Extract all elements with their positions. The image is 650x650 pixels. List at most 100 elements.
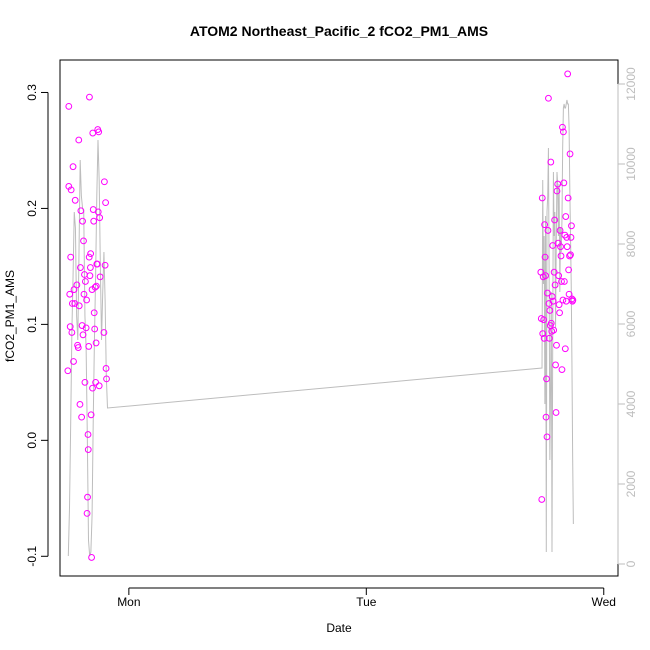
- y2-tick-label: 0: [624, 560, 638, 567]
- data-point: [92, 378, 100, 386]
- data-point: [75, 302, 83, 310]
- data-point: [559, 123, 566, 131]
- data-point: [558, 366, 566, 374]
- data-point: [81, 378, 89, 386]
- data-point: [92, 282, 100, 290]
- data-point: [101, 178, 108, 186]
- data-point: [91, 283, 99, 291]
- data-point: [539, 330, 547, 338]
- data-point: [82, 278, 89, 285]
- data-point: [566, 150, 574, 158]
- data-point: [83, 296, 90, 304]
- data-point: [545, 334, 553, 342]
- data-point: [561, 345, 569, 353]
- data-point: [69, 163, 77, 171]
- data-point: [544, 227, 552, 234]
- data-point: [77, 207, 85, 215]
- data-point: [552, 361, 559, 369]
- data-point: [68, 300, 76, 307]
- data-point: [556, 309, 563, 317]
- data-point: [542, 413, 550, 421]
- x-tick-label: Mon: [117, 595, 140, 609]
- data-point: [85, 253, 93, 261]
- data-point: [101, 261, 109, 269]
- data-point: [80, 237, 87, 245]
- data-point: [83, 509, 91, 517]
- data-point: [84, 493, 91, 501]
- y-tick-label: 0.1: [25, 316, 39, 333]
- y2-tick-label: 10000: [624, 147, 638, 181]
- data-point: [73, 281, 81, 289]
- data-point: [564, 70, 572, 78]
- data-point: [543, 433, 551, 441]
- data-point: [79, 217, 86, 225]
- data-point: [540, 334, 548, 342]
- data-point: [553, 341, 560, 349]
- data-point: [567, 234, 575, 241]
- data-point: [86, 264, 94, 271]
- data-point: [542, 272, 549, 280]
- x-tick-label: Tue: [356, 595, 377, 609]
- y2-tick-label: 12000: [624, 67, 638, 101]
- data-point: [538, 194, 546, 202]
- data-point: [553, 187, 561, 195]
- data-point: [80, 290, 88, 298]
- data-point: [549, 297, 557, 305]
- data-point: [548, 293, 556, 300]
- data-point: [541, 221, 549, 229]
- data-point: [84, 446, 92, 454]
- data-point: [68, 329, 76, 336]
- data-point: [568, 222, 575, 230]
- data-point: [93, 260, 101, 268]
- data-point: [64, 367, 72, 375]
- data-point: [545, 94, 552, 102]
- y2-tick-label: 4000: [624, 390, 638, 417]
- data-point: [74, 344, 82, 351]
- data-point: [559, 296, 567, 304]
- data-point: [550, 268, 558, 276]
- data-point: [563, 234, 571, 241]
- data-point: [86, 272, 94, 280]
- data-point: [558, 278, 565, 285]
- data-point: [67, 253, 75, 261]
- data-point: [560, 278, 568, 285]
- data-point: [538, 496, 546, 503]
- y2-tick-label: 6000: [624, 310, 638, 337]
- data-point: [540, 316, 548, 324]
- data-point: [555, 272, 563, 280]
- y-tick-label: -0.1: [25, 546, 39, 567]
- y-tick-label: 0.3: [25, 84, 39, 101]
- data-point: [557, 243, 564, 251]
- data-point: [557, 252, 565, 260]
- data-point: [566, 252, 573, 260]
- x-tick-label: Wed: [592, 595, 616, 609]
- data-point: [555, 301, 563, 309]
- data-point: [96, 214, 104, 222]
- data-point: [75, 136, 83, 144]
- data-point: [89, 384, 96, 392]
- data-point: [550, 326, 558, 334]
- data-point: [96, 273, 104, 281]
- data-point: [541, 253, 549, 261]
- data-point: [552, 409, 560, 416]
- data-point: [100, 329, 108, 336]
- data-point: [551, 216, 558, 224]
- data-point: [543, 375, 550, 383]
- data-point: [87, 250, 95, 258]
- data-point: [544, 289, 551, 297]
- series-line: [67, 99, 574, 557]
- data-point: [546, 307, 554, 314]
- chart-title: ATOM2 Northeast_Pacific_2 fCO2_PM1_AMS: [190, 23, 488, 39]
- data-point: [556, 227, 564, 234]
- data-point: [569, 296, 577, 304]
- data-point: [551, 281, 559, 289]
- x-axis-label: Date: [326, 621, 352, 635]
- data-point: [88, 554, 95, 561]
- y2-tick-label: 2000: [624, 470, 638, 497]
- data-point: [76, 400, 84, 408]
- data-point: [92, 339, 100, 347]
- data-point: [562, 297, 570, 305]
- data-point: [79, 331, 87, 339]
- data-point: [547, 158, 555, 166]
